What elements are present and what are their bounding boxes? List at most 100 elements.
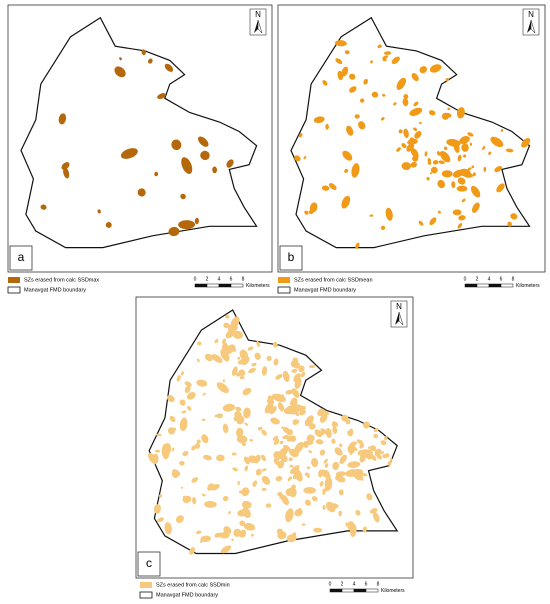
erased-zone bbox=[409, 107, 423, 116]
erased-zone bbox=[488, 151, 492, 155]
erased-zone bbox=[325, 123, 329, 130]
scale-tick-label: 8 bbox=[512, 276, 515, 282]
erased-zone bbox=[483, 166, 487, 172]
erased-zone bbox=[270, 417, 280, 425]
scale-segment bbox=[341, 588, 355, 593]
scale-segment bbox=[464, 283, 478, 288]
erased-zone bbox=[292, 471, 300, 480]
erased-zone bbox=[335, 40, 347, 47]
erased-zone bbox=[322, 80, 328, 86]
erased-zone bbox=[216, 413, 223, 419]
erased-zone bbox=[326, 501, 336, 513]
erased-zone bbox=[237, 356, 241, 360]
erased-zone bbox=[251, 362, 257, 367]
erased-zone bbox=[194, 217, 199, 225]
scale-tick-label: 0 bbox=[194, 276, 197, 282]
erased-zone bbox=[298, 365, 305, 373]
erased-zone bbox=[346, 125, 354, 136]
erased-zone bbox=[171, 470, 179, 479]
erased-zone bbox=[306, 434, 315, 443]
erased-zone bbox=[288, 486, 297, 498]
erased-zone bbox=[154, 458, 157, 462]
legend-text: Manavgat FMD boundary bbox=[156, 592, 218, 598]
erased-zone bbox=[456, 185, 468, 192]
erased-zone bbox=[184, 381, 192, 387]
erased-zone bbox=[380, 117, 385, 121]
erased-zone bbox=[289, 464, 294, 468]
erased-zone bbox=[198, 136, 209, 147]
erased-zone bbox=[459, 136, 470, 144]
erased-zone bbox=[243, 523, 256, 531]
erased-zone bbox=[356, 439, 364, 445]
scale-tick-label: 6 bbox=[500, 276, 503, 282]
legend-swatch bbox=[278, 277, 290, 283]
erased-zone bbox=[324, 463, 329, 468]
erased-zone bbox=[385, 207, 393, 221]
erased-zone bbox=[319, 449, 326, 456]
erased-zone bbox=[287, 476, 293, 482]
erased-zone bbox=[252, 480, 258, 487]
erased-zone bbox=[186, 391, 196, 400]
erased-zone bbox=[171, 139, 182, 151]
erased-zone bbox=[235, 406, 242, 412]
erased-zone bbox=[396, 147, 401, 152]
erased-zone bbox=[457, 177, 466, 185]
erased-zone bbox=[241, 356, 250, 366]
scale-unit: Kilometers bbox=[246, 283, 270, 289]
erased-zone bbox=[293, 373, 301, 383]
erased-zone bbox=[443, 146, 448, 151]
erased-zone bbox=[179, 461, 185, 466]
erased-zone bbox=[97, 209, 101, 214]
erased-zone bbox=[507, 221, 512, 227]
erased-zone bbox=[347, 521, 356, 532]
erased-zone bbox=[148, 58, 153, 64]
erased-zone bbox=[196, 358, 200, 363]
panel-label: a bbox=[18, 250, 25, 264]
erased-zone bbox=[410, 161, 418, 168]
erased-zone bbox=[63, 167, 70, 179]
erased-zone bbox=[430, 166, 438, 174]
erased-zone bbox=[432, 160, 439, 165]
north-arrow bbox=[257, 19, 263, 34]
erased-zone bbox=[401, 143, 407, 149]
erased-zone bbox=[277, 402, 285, 412]
erased-zone bbox=[244, 465, 249, 472]
erased-zone bbox=[291, 368, 298, 373]
erased-zone bbox=[287, 405, 292, 411]
erased-zone bbox=[401, 162, 412, 170]
erased-zone bbox=[349, 452, 353, 455]
erased-zone bbox=[308, 423, 316, 430]
erased-zone bbox=[282, 435, 290, 440]
erased-zone bbox=[285, 389, 293, 395]
erased-zone bbox=[471, 202, 480, 213]
erased-zone bbox=[261, 487, 267, 491]
scale-tick-label: 2 bbox=[341, 581, 344, 587]
erased-zone bbox=[306, 466, 311, 470]
erased-zone bbox=[381, 451, 384, 454]
erased-zone bbox=[437, 179, 446, 189]
erased-zone bbox=[300, 371, 306, 378]
erased-zone bbox=[319, 480, 324, 487]
erased-zone bbox=[202, 392, 206, 396]
erased-zone bbox=[187, 405, 192, 411]
erased-zone bbox=[318, 469, 323, 478]
scale-segment bbox=[476, 283, 490, 288]
erased-zone bbox=[315, 439, 324, 445]
erased-zone bbox=[181, 157, 193, 174]
erased-zone bbox=[402, 98, 409, 107]
erased-zone bbox=[105, 221, 112, 228]
erased-zone bbox=[204, 353, 213, 362]
erased-zone bbox=[249, 439, 254, 442]
erased-zone bbox=[382, 58, 387, 62]
erased-zone bbox=[197, 341, 202, 346]
erased-zone bbox=[220, 545, 232, 554]
erased-zone bbox=[398, 129, 403, 134]
erased-zone bbox=[369, 214, 374, 217]
erased-zone bbox=[334, 447, 343, 456]
erased-zone bbox=[371, 91, 379, 98]
erased-zone bbox=[322, 505, 326, 510]
scale-tick-label: 4 bbox=[488, 276, 491, 282]
north-label: N bbox=[396, 302, 402, 311]
erased-zone bbox=[471, 165, 475, 169]
erased-zone bbox=[271, 393, 287, 403]
